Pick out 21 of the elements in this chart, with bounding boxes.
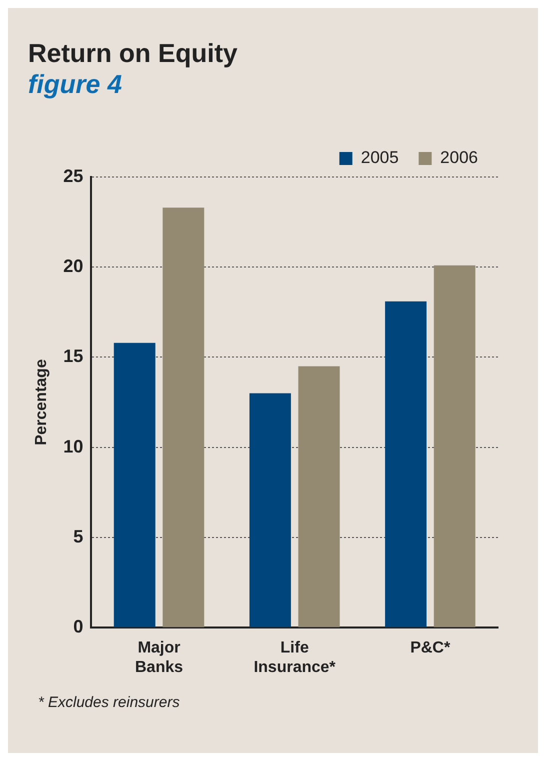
text: * Excludes reinsurers bbox=[38, 694, 181, 711]
bar bbox=[434, 265, 476, 628]
legend-label: 2006 bbox=[440, 148, 478, 168]
y-axis-title: Percentage bbox=[33, 359, 50, 446]
bar bbox=[385, 301, 427, 628]
y-tick-label: 20 bbox=[63, 256, 84, 276]
x-tick-label: Life Insurance* bbox=[254, 640, 336, 676]
y-tick-label: 15 bbox=[63, 346, 84, 366]
chart-subtitle: figure 4 bbox=[28, 69, 123, 100]
bar bbox=[249, 393, 291, 628]
x-tick-label: P&C* bbox=[410, 640, 451, 657]
bar bbox=[114, 342, 156, 628]
y-tick-label: 25 bbox=[63, 166, 84, 186]
chart-title: Return on Equity bbox=[28, 38, 238, 69]
x-tick-label: Major Banks bbox=[135, 640, 184, 676]
y-tick-label: 5 bbox=[73, 526, 84, 546]
y-tick-label: 0 bbox=[73, 616, 84, 637]
bar bbox=[298, 366, 340, 628]
y-tick-label: 10 bbox=[63, 436, 84, 456]
bar bbox=[162, 208, 204, 628]
legend-label: 2005 bbox=[360, 148, 399, 168]
